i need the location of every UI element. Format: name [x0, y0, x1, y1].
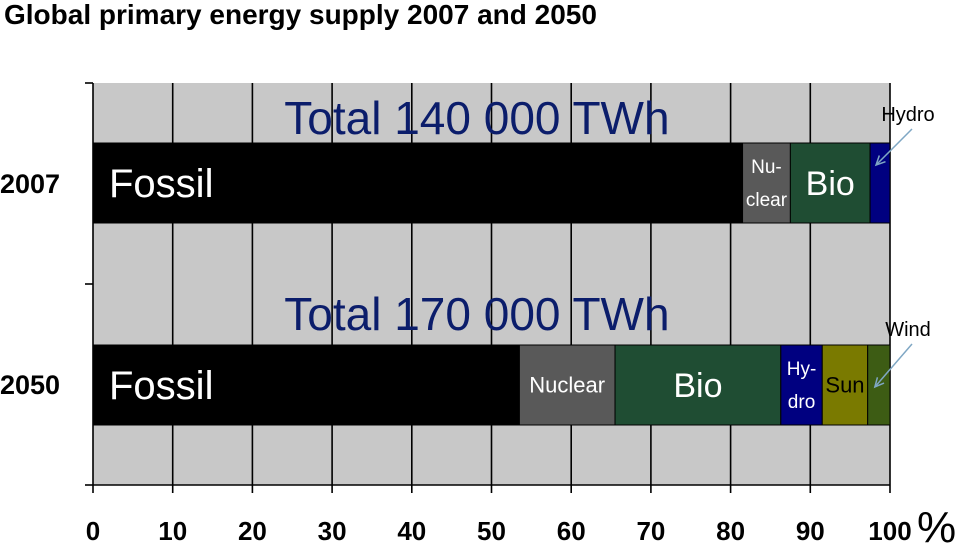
bar-segment-2050-hydro: [780, 344, 823, 426]
segment-label-2007-nuclear-line-2: clear: [746, 190, 788, 211]
axes-layer: [85, 82, 891, 493]
callout-label-2050: Wind: [885, 319, 931, 341]
bar-segment-2050-bio: [614, 344, 782, 426]
bar-segment-2007-nuclear: [742, 142, 791, 224]
chart-title: Global primary energy supply 2007 and 20…: [4, 0, 597, 30]
x-tick-label-20: 20: [238, 516, 267, 545]
total-label-2050: Total 170 000 TWh: [284, 288, 669, 340]
bar-segment-2007-fossil: [92, 142, 744, 224]
x-tick-label-80: 80: [716, 516, 745, 545]
bar-segment-2050-fossil: [92, 344, 520, 426]
callout-arrow-2050: [874, 343, 913, 388]
bar-segment-2050-sun: [821, 344, 869, 426]
x-tick-label-30: 30: [318, 516, 347, 545]
callout-arrowhead-2050: [873, 377, 885, 389]
segment-label-2007-nuclear-line-1: Nu-: [751, 157, 782, 178]
x-tick-label-0: 0: [86, 516, 100, 545]
x-tick-label-90: 90: [796, 516, 825, 545]
x-tick-label-40: 40: [397, 516, 426, 545]
callout-arrowhead-2007: [874, 155, 886, 167]
segment-label-2050-nuclear: Nuclear: [529, 373, 605, 398]
bar-segment-2007-bio: [789, 142, 871, 224]
bar-segment-2007-hydro: [869, 142, 891, 224]
x-tick-label-50: 50: [477, 516, 506, 545]
x-axis-unit-label: %: [917, 503, 956, 545]
x-tick-label-100: 100: [868, 516, 911, 545]
segment-label-2050-fossil: Fossil: [109, 364, 213, 408]
category-label-2050: 2050: [0, 370, 60, 400]
segment-label-2007-fossil: Fossil: [109, 162, 213, 206]
bar-segment-2050-nuclear: [518, 344, 616, 426]
x-tick-label-10: 10: [158, 516, 187, 545]
x-tick-label-60: 60: [557, 516, 586, 545]
segment-label-2050-hydro-line-2: dro: [788, 392, 815, 413]
segment-label-2050-bio: Bio: [673, 367, 722, 405]
labels-layer: 0 10 20 30 40 50 60 70 80 90 100 % 2007 Total 140 000…: [0, 92, 956, 550]
segment-label-2050-hydro-line-1: Hy-: [787, 359, 817, 380]
callout-arrow-2007: [875, 128, 913, 166]
segment-label-2050-sun: Sun: [825, 373, 864, 398]
category-label-2007: 2007: [0, 169, 60, 199]
total-label-2007: Total 140 000 TWh: [284, 92, 669, 144]
callout-label-2007: Hydro: [881, 104, 934, 126]
x-tick-label-70: 70: [636, 516, 665, 545]
segment-label-2007-bio: Bio: [806, 165, 855, 203]
bars-layer: [92, 142, 891, 426]
